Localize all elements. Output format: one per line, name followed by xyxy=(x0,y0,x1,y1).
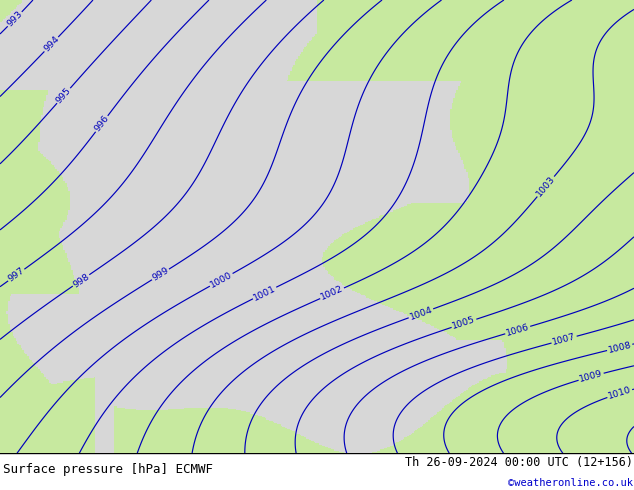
Text: 1006: 1006 xyxy=(505,322,531,338)
Text: 1009: 1009 xyxy=(578,369,604,384)
Text: 993: 993 xyxy=(5,9,24,29)
Text: ©weatheronline.co.uk: ©weatheronline.co.uk xyxy=(508,478,633,489)
Text: 1000: 1000 xyxy=(209,270,234,290)
Text: 1005: 1005 xyxy=(451,315,477,331)
Text: 1007: 1007 xyxy=(552,332,577,347)
Text: 995: 995 xyxy=(55,86,73,105)
Text: 998: 998 xyxy=(71,271,91,289)
Text: 1010: 1010 xyxy=(607,386,633,401)
Text: 1004: 1004 xyxy=(408,305,434,321)
Text: 1001: 1001 xyxy=(252,284,277,302)
Text: 994: 994 xyxy=(42,35,61,54)
Text: 1008: 1008 xyxy=(607,340,633,355)
Text: Surface pressure [hPa] ECMWF: Surface pressure [hPa] ECMWF xyxy=(3,463,213,476)
Text: 1003: 1003 xyxy=(534,174,557,198)
Text: 996: 996 xyxy=(93,114,111,134)
Text: 997: 997 xyxy=(6,266,26,284)
Text: 1002: 1002 xyxy=(320,284,345,302)
Text: 999: 999 xyxy=(150,266,171,283)
Text: Th 26-09-2024 00:00 UTC (12+156): Th 26-09-2024 00:00 UTC (12+156) xyxy=(404,456,633,469)
